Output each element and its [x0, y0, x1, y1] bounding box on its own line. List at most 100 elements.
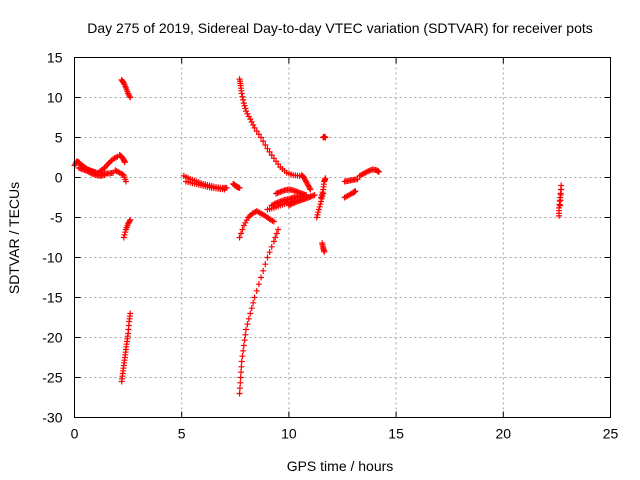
data-point — [275, 226, 282, 233]
data-point — [127, 310, 134, 317]
data-point — [314, 211, 321, 218]
y-tick-label: -25 — [42, 370, 62, 386]
data-point — [241, 102, 248, 109]
data-point — [242, 331, 249, 338]
data-point — [248, 119, 255, 126]
data-point — [239, 93, 246, 100]
x-axis-label: GPS time / hours — [287, 458, 394, 474]
data-point — [239, 226, 246, 233]
data-point — [121, 159, 128, 166]
data-point — [557, 202, 564, 209]
data-point — [270, 218, 277, 225]
data-point — [273, 230, 280, 237]
data-point — [352, 188, 359, 195]
data-point — [244, 321, 251, 328]
data-point — [127, 94, 134, 101]
y-tick-label: -30 — [42, 410, 62, 426]
data-point — [313, 214, 320, 221]
y-tick-label: -10 — [42, 250, 62, 266]
y-tick-label: 5 — [55, 130, 63, 146]
data-point — [270, 238, 277, 245]
data-point — [316, 203, 323, 210]
y-axis-label: SDTVAR / TECUs — [6, 182, 22, 294]
data-point — [242, 105, 249, 112]
data-point — [250, 299, 257, 306]
data-point — [264, 145, 271, 152]
y-tick-label: 10 — [47, 90, 63, 106]
data-point — [354, 176, 361, 183]
data-point — [322, 175, 329, 182]
data-point — [260, 267, 267, 274]
data-point — [243, 326, 250, 333]
data-point — [307, 186, 314, 193]
data-point — [238, 363, 245, 370]
data-point — [268, 243, 275, 250]
y-tick-label: -15 — [42, 290, 62, 306]
data-point — [238, 369, 245, 376]
data-point — [251, 124, 258, 131]
data-point — [557, 197, 564, 204]
y-tick-label: -20 — [42, 330, 62, 346]
data-point — [375, 168, 382, 175]
x-tick-label: 25 — [603, 426, 619, 442]
x-tick-label: 20 — [496, 426, 512, 442]
x-tick-label: 10 — [281, 426, 297, 442]
data-point — [307, 193, 314, 200]
chart-title: Day 275 of 2019, Sidereal Day-to-day VTE… — [87, 20, 593, 36]
data-point — [318, 194, 325, 201]
data-point — [266, 148, 273, 155]
data-point — [239, 353, 246, 360]
x-tick-label: 5 — [178, 426, 186, 442]
data-point — [255, 281, 262, 288]
data-point — [253, 128, 260, 135]
data-point — [236, 390, 243, 397]
data-point — [122, 178, 129, 185]
y-tick-label: -5 — [50, 210, 63, 226]
data-point — [126, 218, 133, 225]
data-point — [126, 93, 133, 100]
data-point — [250, 121, 257, 128]
data-point — [322, 134, 329, 141]
data-point — [255, 131, 262, 138]
data-point — [306, 185, 313, 192]
data-point — [221, 186, 228, 193]
data-point — [258, 274, 265, 281]
data-point — [318, 191, 325, 198]
data-point — [251, 294, 258, 301]
data-point — [240, 342, 247, 349]
data-point — [121, 231, 128, 238]
data-point — [238, 230, 245, 237]
data-point — [237, 379, 244, 386]
data-point — [236, 385, 243, 392]
grid — [74, 57, 611, 418]
data-point — [236, 184, 243, 191]
data-point — [558, 186, 565, 193]
data-point — [260, 138, 267, 145]
data-point — [238, 358, 245, 365]
data-point — [240, 347, 247, 354]
data-point — [127, 216, 134, 223]
data-point — [247, 310, 254, 317]
data-point — [240, 100, 247, 107]
data-point — [262, 141, 269, 148]
data-point — [268, 152, 275, 159]
data-point — [311, 192, 318, 199]
data-point — [120, 234, 127, 241]
data-point — [557, 191, 564, 198]
data-point — [245, 315, 252, 322]
plot-frame — [74, 57, 611, 418]
axis-ticks: 0 5 10 15 20 25 15 10 5 0 -5 -10 -15 -20 -25 -30 — [42, 50, 618, 442]
data-point — [122, 229, 129, 236]
data-point — [266, 249, 273, 256]
data-point — [262, 261, 269, 268]
data-point — [315, 209, 322, 216]
data-point — [264, 254, 271, 261]
data-point — [253, 287, 260, 294]
data-point — [237, 374, 244, 381]
data-point — [315, 206, 322, 213]
data-point — [101, 172, 108, 179]
data-point — [319, 189, 326, 196]
x-tick-label: 15 — [388, 426, 404, 442]
